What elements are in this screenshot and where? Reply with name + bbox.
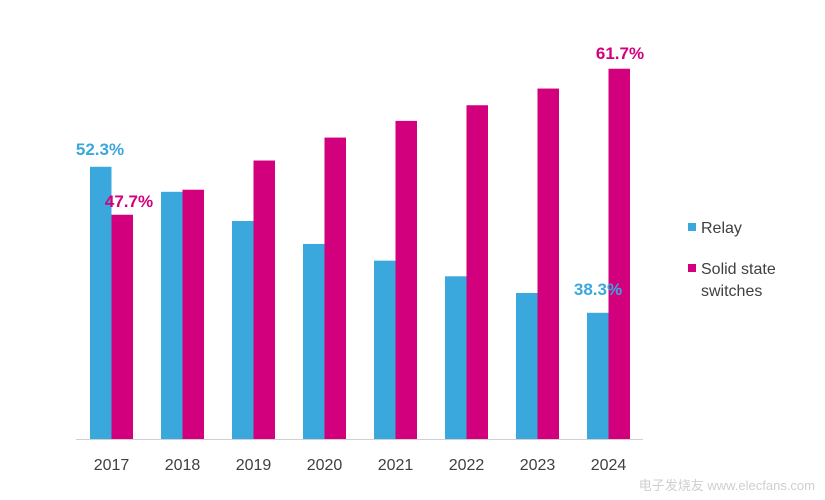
legend-label-relay: Relay xyxy=(701,220,742,237)
bar-relay-2018 xyxy=(161,191,183,439)
bar-relay-2017 xyxy=(90,166,112,440)
x-tick-label: 2021 xyxy=(378,457,414,474)
data-label: 47.7% xyxy=(105,192,153,211)
bar-solid-state-2021 xyxy=(395,120,417,439)
bar-relay-2022 xyxy=(445,276,467,439)
legend-label-solid-state: switches xyxy=(701,283,762,300)
bar-solid-state-2023 xyxy=(537,88,559,439)
bar-solid-state-2024 xyxy=(608,68,630,440)
x-tick-label: 2022 xyxy=(449,457,485,474)
bar-relay-2021 xyxy=(374,260,396,439)
x-tick-label: 2017 xyxy=(94,457,130,474)
x-tick-label: 2024 xyxy=(591,457,627,474)
bar-relay-2023 xyxy=(516,292,538,439)
x-tick-label: 2019 xyxy=(236,457,272,474)
x-tick-label: 2018 xyxy=(165,457,201,474)
watermark-logo: 电子发烧友 www.elecfans.com xyxy=(639,478,815,493)
data-label: 52.3% xyxy=(76,140,124,159)
bar-solid-state-2017 xyxy=(111,214,133,439)
bar-relay-2019 xyxy=(232,221,254,439)
bar-solid-state-2018 xyxy=(182,189,204,439)
bar-relay-2020 xyxy=(303,243,325,439)
data-label: 38.3% xyxy=(574,280,622,299)
legend-label-solid-state: Solid state xyxy=(701,261,776,278)
x-tick-label: 2023 xyxy=(520,457,556,474)
legend-swatch-relay xyxy=(688,223,696,231)
bar-relay-2024 xyxy=(587,312,609,439)
data-label: 61.7% xyxy=(596,44,644,63)
bar-solid-state-2022 xyxy=(466,105,488,440)
bar-solid-state-2020 xyxy=(324,137,346,439)
legend-swatch-solid-state xyxy=(688,264,696,272)
x-tick-label: 2020 xyxy=(307,457,343,474)
bar-solid-state-2019 xyxy=(253,160,275,440)
